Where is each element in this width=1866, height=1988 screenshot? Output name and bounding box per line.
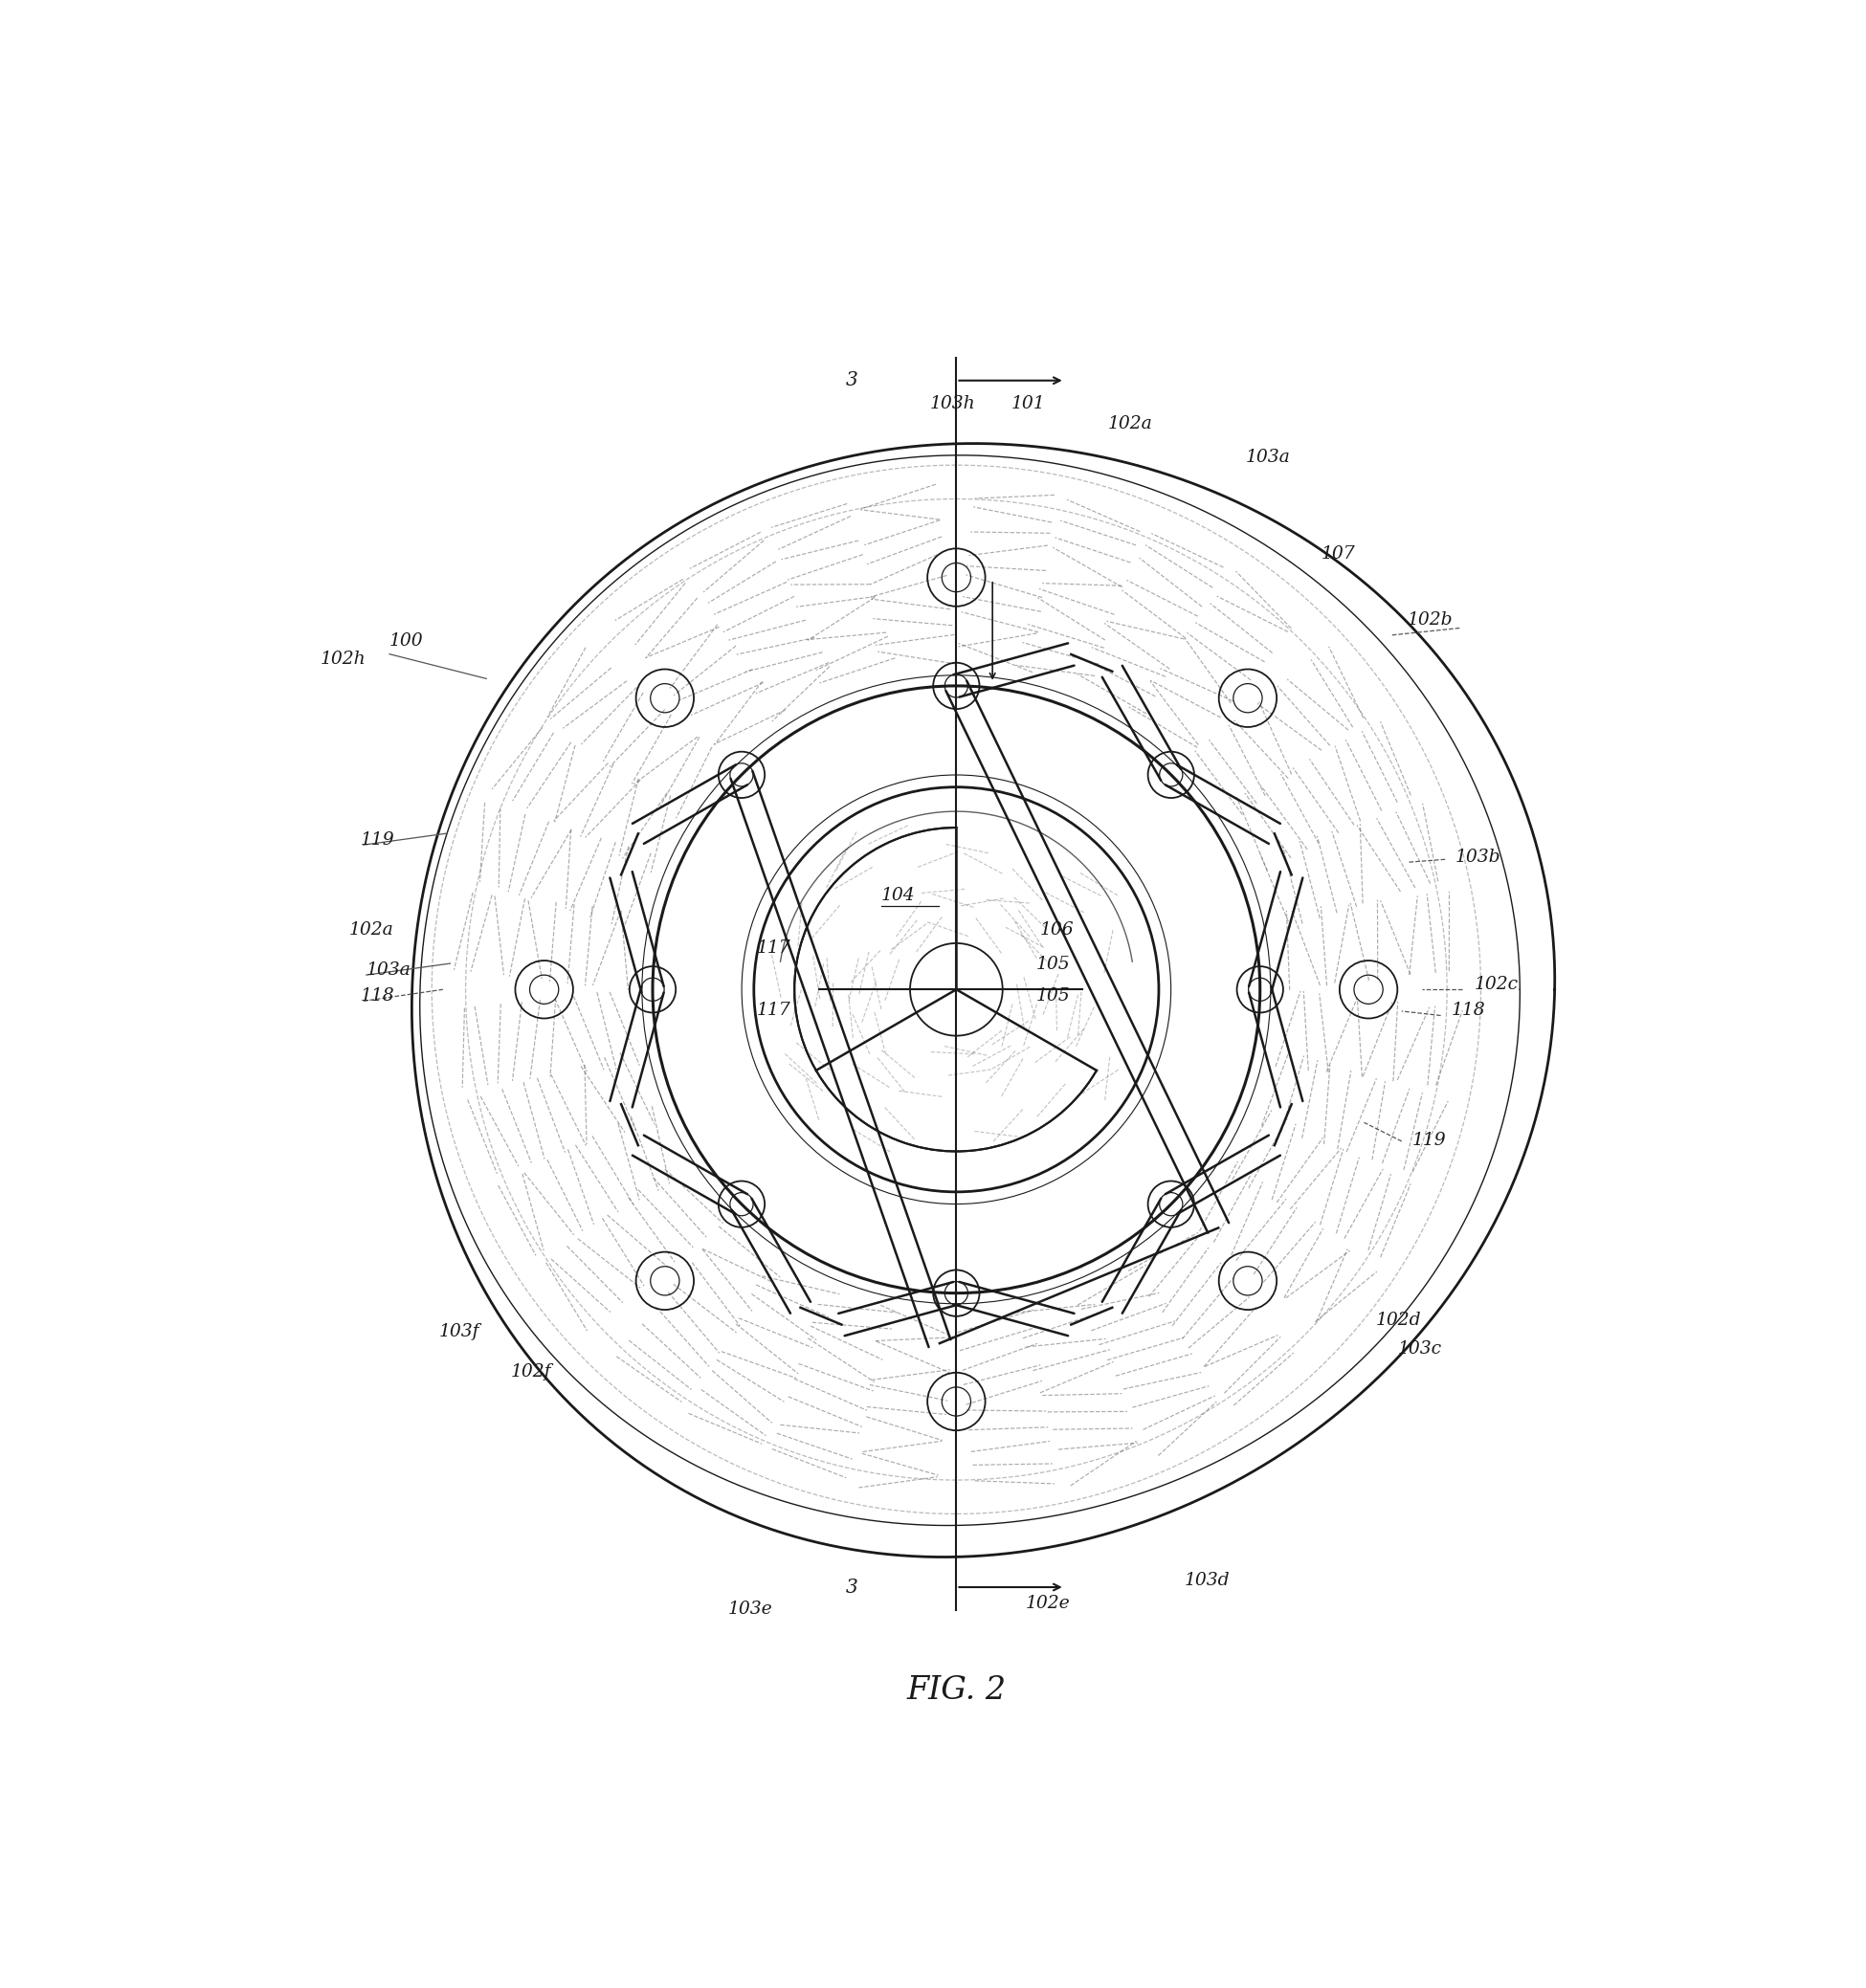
- Text: 103f: 103f: [439, 1324, 480, 1340]
- Text: 3: 3: [845, 372, 858, 390]
- Text: 103b: 103b: [1455, 849, 1500, 867]
- Text: 103e: 103e: [728, 1600, 773, 1618]
- Text: 103a: 103a: [366, 962, 411, 978]
- Text: 102h: 102h: [321, 650, 366, 668]
- Text: 117: 117: [758, 940, 791, 956]
- Text: 102c: 102c: [1474, 976, 1519, 994]
- Text: 100: 100: [390, 632, 424, 650]
- Text: 101: 101: [1011, 396, 1045, 412]
- Text: 103a: 103a: [1246, 449, 1289, 465]
- Text: 105: 105: [1036, 988, 1069, 1004]
- Text: FIG. 2: FIG. 2: [907, 1676, 1006, 1706]
- Text: 102d: 102d: [1375, 1312, 1422, 1328]
- Text: 119: 119: [360, 831, 394, 849]
- Text: 103h: 103h: [931, 396, 976, 412]
- Text: 102a: 102a: [349, 920, 394, 938]
- Text: 103c: 103c: [1398, 1340, 1442, 1358]
- Text: 107: 107: [1321, 545, 1355, 563]
- Text: 3: 3: [845, 1578, 858, 1596]
- Text: 102e: 102e: [1026, 1594, 1071, 1612]
- Text: 103d: 103d: [1185, 1573, 1230, 1588]
- Text: 117: 117: [758, 1002, 791, 1020]
- Text: 102f: 102f: [511, 1364, 552, 1382]
- Text: 102b: 102b: [1407, 612, 1454, 628]
- Text: 119: 119: [1413, 1133, 1446, 1149]
- Text: 118: 118: [360, 988, 394, 1004]
- Text: 105: 105: [1036, 956, 1069, 972]
- Text: 102a: 102a: [1108, 415, 1153, 431]
- Text: 106: 106: [1039, 920, 1075, 938]
- Text: 118: 118: [1452, 1002, 1485, 1020]
- Text: 104: 104: [881, 887, 914, 905]
